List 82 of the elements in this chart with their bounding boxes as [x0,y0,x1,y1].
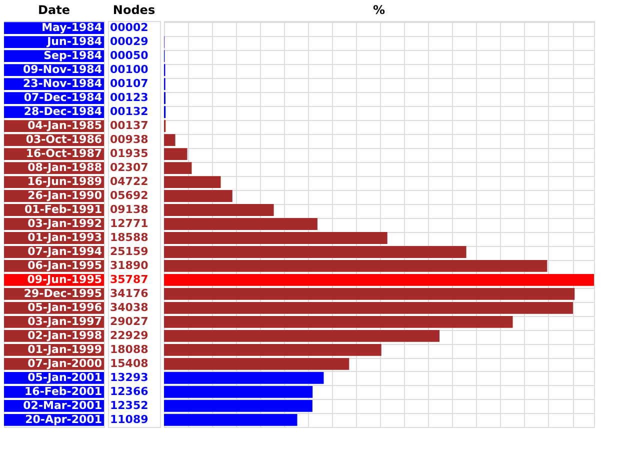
x-axis-title: % [372,3,386,17]
y-tick-label: 20-Apr-2001 [25,412,102,426]
data-label: 12352 [110,399,148,412]
y-tick-label: 04-Jan-1985 [28,119,102,132]
data-label: 35787 [110,273,148,286]
bar [164,232,388,244]
text: Nodes [112,3,156,17]
y-tick-label: 29-Dec-1995 [24,286,102,300]
bar [164,246,466,258]
data-label: 00002 [110,21,148,34]
data-label: 18588 [110,231,148,244]
y-tick-label: 01-Feb-1991 [24,203,102,216]
data-label: 00123 [110,91,148,104]
data-label: 22929 [110,329,148,342]
bar [164,162,192,174]
y-tick-label: 08-Jan-1988 [28,161,102,174]
bar [164,288,575,300]
bar [164,148,188,160]
y-tick-label: 07-Jan-1994 [28,244,102,258]
bar [164,414,298,426]
data-label: 15408 [110,357,148,370]
data-label: 13293 [110,371,148,384]
data-label: 00137 [110,119,148,132]
bar [164,386,313,398]
data-label: 18088 [110,343,148,356]
y-tick-label: 09-Jun-1995 [27,272,102,286]
y-tick-label: 16-Feb-2001 [24,384,102,398]
bar [164,218,318,230]
y-tick-label: May-1984 [42,21,102,34]
data-label: 12771 [110,217,148,230]
data-label: 31890 [110,259,149,272]
data-label: 00029 [110,35,148,48]
y-tick-label: Sep-1984 [44,49,102,62]
y-tick-label: 01-Jan-1999 [28,342,102,356]
bar [164,176,221,188]
y-tick-label: 01-Jan-1993 [28,230,102,244]
data-label: 25159 [110,245,148,258]
data-label: 04722 [110,175,148,188]
data-label: 12366 [110,385,149,398]
bar [164,316,513,328]
data-label: 11089 [110,413,148,426]
y-tick-label: 03-Oct-1986 [26,133,102,146]
bar [164,302,573,314]
bar [164,400,312,412]
bar [164,134,176,146]
bar [164,330,440,342]
y-tick-label: 07-Dec-1984 [24,91,102,104]
data-label: 02307 [110,161,148,174]
bar [164,344,382,356]
bar [164,274,594,286]
data-label: 00100 [110,63,149,76]
y-axis-title: Date [38,3,70,17]
data-label: 09138 [110,203,148,216]
y-tick-label: 06-Jan-1995 [28,258,102,272]
bar [164,204,274,216]
data-label: 00938 [110,133,148,146]
bar [164,190,232,202]
data-label: 29027 [110,315,148,328]
y-tick-label: 28-Dec-1984 [24,105,102,118]
y-tick-label: 16-Jun-1989 [27,175,102,188]
y-tick-label: 07-Jan-2000 [28,356,102,370]
y-tick-label: 23-Nov-1984 [23,77,102,90]
data-label: 00107 [110,77,148,90]
y-tick-label: 02-Mar-2001 [23,398,102,412]
bar [164,260,548,272]
y-tick-label: 05-Jan-2001 [28,370,102,384]
y-tick-label: 05-Jan-1996 [28,300,102,314]
y-tick-label: 26-Jan-1990 [28,189,102,202]
y-tick-label: 03-Jan-1992 [28,217,102,230]
y-tick-label: Jun-1984 [46,35,102,48]
y-tick-label: 03-Jan-1997 [28,314,102,328]
data-label: 34176 [110,287,149,300]
data-label: 34038 [110,301,148,314]
data-label: 05692 [110,189,148,202]
data-label: 00050 [110,49,149,62]
data-label: 00132 [110,105,148,118]
data-label: 01935 [110,147,148,160]
y-tick-label: 02-Jan-1998 [28,328,102,342]
y-tick-label: 09-Nov-1984 [23,63,102,76]
bar [164,372,324,384]
y-tick-label: 16-Oct-1987 [26,147,102,160]
bar [164,358,350,370]
